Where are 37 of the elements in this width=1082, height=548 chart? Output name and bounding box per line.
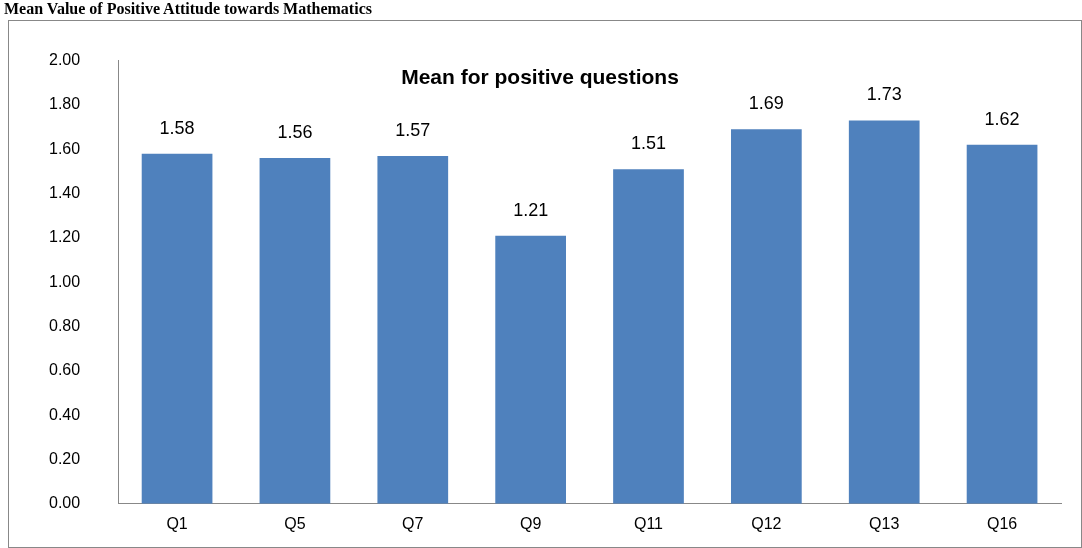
y-tick-label: 1.80 bbox=[49, 95, 81, 113]
data-label: 1.62 bbox=[984, 108, 1020, 129]
chart-title: Mean for positive questions bbox=[401, 64, 679, 88]
data-label: 1.57 bbox=[395, 119, 431, 140]
data-label: 1.21 bbox=[513, 199, 549, 220]
y-tick-label: 0.60 bbox=[49, 361, 81, 379]
x-tick-label: Q1 bbox=[166, 514, 188, 532]
bar bbox=[259, 158, 331, 504]
y-tick-label: 1.00 bbox=[49, 272, 81, 290]
bar bbox=[613, 169, 684, 504]
x-tick-label: Q7 bbox=[402, 514, 424, 532]
bar bbox=[141, 153, 213, 504]
data-label: 1.69 bbox=[748, 93, 784, 114]
y-tick-label: 0.00 bbox=[49, 494, 81, 512]
y-tick-label: 1.60 bbox=[49, 139, 81, 157]
bar bbox=[377, 155, 449, 504]
y-tick-label: 0.80 bbox=[49, 316, 81, 334]
bar bbox=[731, 129, 802, 504]
y-tick-label: 1.40 bbox=[49, 183, 81, 201]
bar bbox=[966, 144, 1038, 504]
bar bbox=[495, 235, 566, 504]
data-label: 1.73 bbox=[866, 84, 902, 105]
text: Mean Value of Positive Attitude towards Mathematics bbox=[4, 0, 372, 18]
x-tick-label: Q11 bbox=[633, 514, 664, 532]
x-tick-label: Q16 bbox=[986, 514, 1018, 532]
data-label: 1.56 bbox=[277, 122, 313, 143]
x-tick-label: Q12 bbox=[751, 514, 782, 532]
x-tick-label: Q9 bbox=[519, 514, 542, 532]
x-tick-label: Q5 bbox=[284, 514, 306, 532]
data-label: 1.58 bbox=[159, 117, 195, 138]
data-label: 1.51 bbox=[630, 133, 667, 154]
y-tick-label: 0.20 bbox=[49, 449, 81, 467]
bar bbox=[848, 120, 920, 504]
x-tick-label: Q13 bbox=[869, 514, 900, 532]
y-tick-label: 2.00 bbox=[49, 51, 81, 69]
y-tick-label: 1.20 bbox=[49, 228, 81, 246]
y-tick-label: 0.40 bbox=[49, 405, 81, 423]
